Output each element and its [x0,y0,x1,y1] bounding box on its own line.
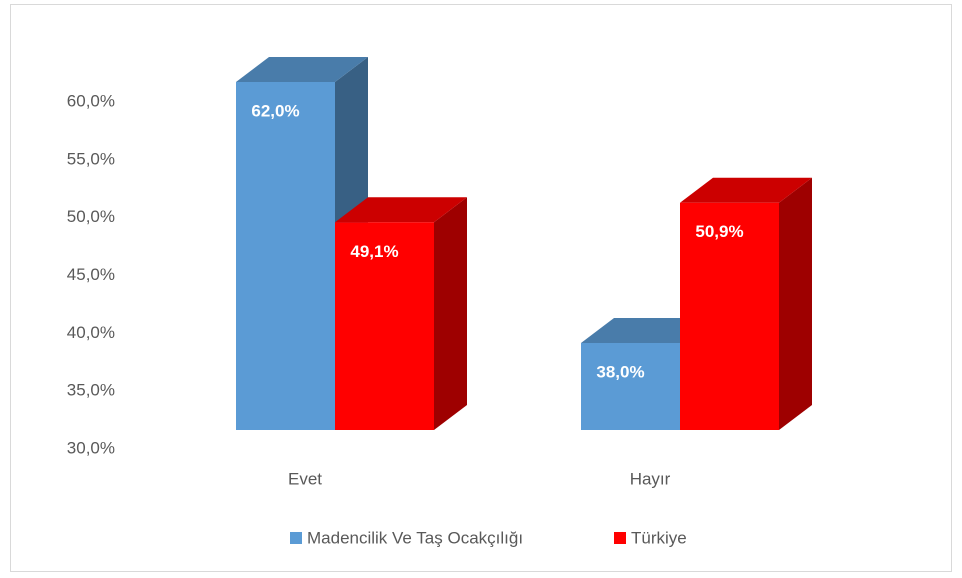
bar-top [236,57,368,82]
y-tick-label: 55,0% [67,149,115,168]
y-tick-label: 40,0% [67,323,115,342]
bar-side [779,177,812,430]
legend-swatch [614,532,626,544]
bar [680,177,812,430]
bar-top [680,177,812,203]
legend-label: Türkiye [631,528,687,547]
bar-side [434,197,467,430]
value-label: 62,0% [251,101,299,120]
bar-front [581,343,680,430]
x-tick-label: Evet [288,469,322,488]
bar-front [680,202,779,430]
bar-front [236,82,335,430]
bar-front [335,222,434,430]
legend-swatch [290,532,302,544]
bar [335,197,467,430]
y-tick-label: 50,0% [67,207,115,226]
value-label: 50,9% [695,222,743,241]
y-tick-label: 35,0% [67,381,115,400]
legend-label: Madencilik Ve Taş Ocakçılığı [307,528,523,547]
y-tick-label: 60,0% [67,91,115,110]
bar-top [335,197,467,223]
value-label: 38,0% [596,362,644,381]
value-label: 49,1% [350,242,398,261]
x-tick-label: Hayır [630,469,671,488]
y-tick-label: 30,0% [67,438,115,457]
y-tick-label: 45,0% [67,265,115,284]
